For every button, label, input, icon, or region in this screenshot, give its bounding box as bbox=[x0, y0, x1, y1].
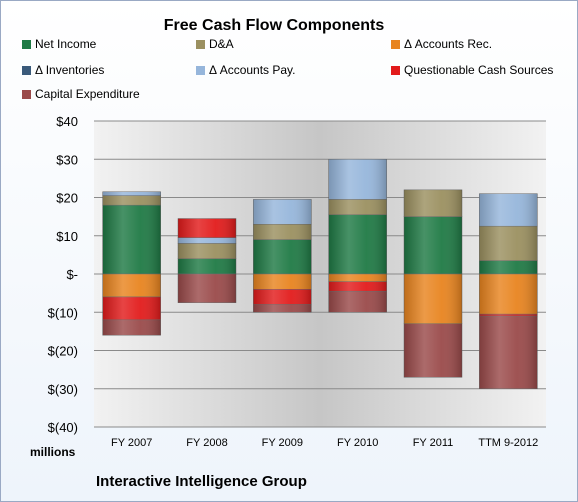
bar-segment-shading bbox=[253, 199, 312, 225]
bar-segment-shading bbox=[328, 159, 387, 200]
x-tick-label: FY 2007 bbox=[111, 437, 152, 449]
bar-segment-shading bbox=[102, 195, 161, 206]
bar-segment-shading bbox=[479, 314, 538, 317]
chart-subtitle: Interactive Intelligence Group bbox=[96, 473, 307, 490]
bar-segment-shading bbox=[102, 205, 161, 274]
bar-segment-shading bbox=[102, 296, 161, 320]
bar-segment-shading bbox=[328, 214, 387, 274]
bar-segment-shading bbox=[404, 189, 462, 217]
bar-segment-shading bbox=[328, 274, 387, 282]
legend-swatch bbox=[196, 65, 205, 75]
bar-segment-shading bbox=[253, 274, 312, 290]
bar-segment-shading bbox=[253, 304, 312, 313]
legend-swatch bbox=[22, 89, 31, 99]
bar-segment-shading bbox=[178, 258, 236, 274]
legend-item: Questionable Cash Sources bbox=[391, 62, 553, 78]
bar-segment-shading bbox=[178, 243, 236, 259]
legend-item: Δ Accounts Rec. bbox=[391, 36, 492, 52]
bar-segment-shading bbox=[102, 191, 161, 196]
bar-segment-shading bbox=[404, 216, 462, 274]
legend-item: Capital Expenditure bbox=[22, 86, 140, 102]
chart-title: Free Cash Flow Components bbox=[164, 17, 385, 34]
bar-segment-shading bbox=[479, 226, 538, 261]
bar-segment-shading bbox=[253, 239, 312, 274]
bar-segment-shading bbox=[404, 323, 462, 378]
bar-segment-shading bbox=[479, 260, 538, 274]
bar-segment-shading bbox=[102, 319, 161, 336]
bar-segment-shading bbox=[253, 289, 312, 305]
legend-label: Questionable Cash Sources bbox=[404, 63, 554, 77]
y-tick-label: $10 bbox=[56, 229, 78, 244]
legend-item: D&A bbox=[196, 36, 234, 52]
legend-item: Net Income bbox=[22, 36, 96, 52]
bar-segment-shading bbox=[102, 274, 161, 297]
bar-segment-shading bbox=[328, 281, 387, 292]
legend-label: Capital Expenditure bbox=[35, 87, 140, 101]
bar-segment-shading bbox=[253, 224, 312, 240]
y-tick-label: $20 bbox=[56, 191, 78, 206]
gridlines bbox=[94, 120, 546, 428]
y-tick-label: $(30) bbox=[48, 382, 78, 397]
bar-segment-shading bbox=[178, 218, 236, 238]
bar-segment-shading bbox=[479, 274, 538, 315]
legend-label: D&A bbox=[209, 37, 234, 51]
legend-item: Δ Inventories bbox=[22, 62, 104, 78]
legend-label: Δ Accounts Pay. bbox=[209, 63, 296, 77]
y-tick-label: $30 bbox=[56, 152, 78, 167]
bar-segment-shading bbox=[328, 291, 387, 313]
bar-segment-shading bbox=[404, 274, 462, 324]
y-tick-label: $40 bbox=[56, 114, 78, 129]
y-tick-label: $- bbox=[66, 267, 78, 282]
x-tick-label: FY 2010 bbox=[337, 437, 378, 449]
legend-swatch bbox=[22, 39, 31, 49]
x-tick-label: TTM 9-2012 bbox=[478, 437, 538, 449]
legend-swatch bbox=[22, 65, 31, 75]
y-axis-label: millions bbox=[30, 445, 76, 459]
bar-segment-shading bbox=[479, 193, 538, 227]
x-tick-label: FY 2011 bbox=[413, 437, 454, 449]
bar-segment-shading bbox=[479, 316, 538, 389]
legend-label: Δ Inventories bbox=[35, 63, 105, 77]
x-axis: FY 2007 FY 2008 FY 2009 FY 2010 FY 2011 TTM 9… bbox=[111, 437, 538, 449]
bar-segment-shading bbox=[328, 199, 387, 215]
y-tick-label: $(10) bbox=[48, 305, 78, 320]
bar-segment-shading bbox=[178, 274, 236, 303]
legend-label: Δ Accounts Rec. bbox=[404, 37, 493, 51]
x-tick-label: FY 2008 bbox=[186, 437, 227, 449]
bar-segment-shading bbox=[178, 237, 236, 244]
legend-label: Net Income bbox=[35, 37, 97, 51]
y-axis: $40 $30 $20 $10 $- $(10) $(20) $(30) $(40) bbox=[48, 114, 78, 435]
y-tick-label: $(40) bbox=[48, 420, 78, 435]
x-tick-label: FY 2009 bbox=[262, 437, 303, 449]
legend-swatch bbox=[391, 39, 400, 49]
y-tick-label: $(20) bbox=[48, 344, 78, 359]
legend-item: Δ Accounts Pay. bbox=[196, 62, 296, 78]
legend-swatch bbox=[196, 39, 205, 49]
bar-series bbox=[102, 159, 538, 390]
legend-swatch bbox=[391, 65, 400, 75]
